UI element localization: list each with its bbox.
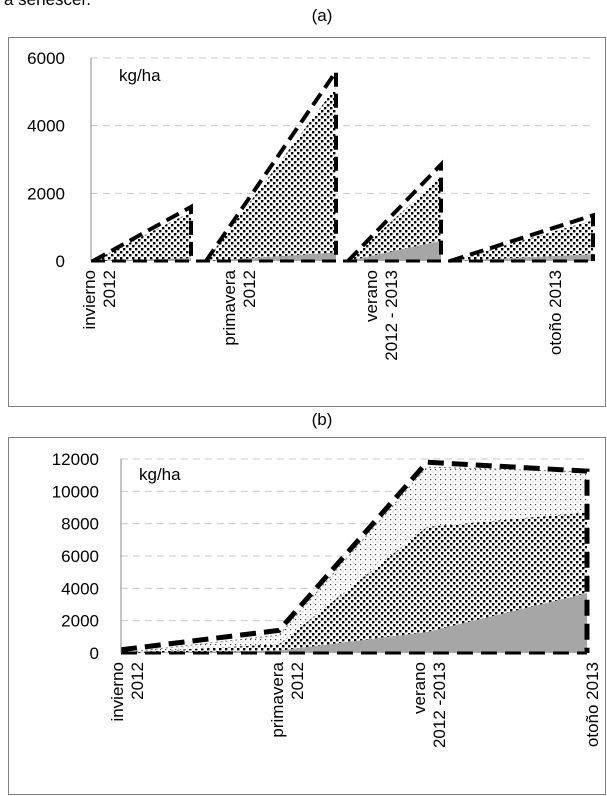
panel-label-b: (b) <box>311 410 333 429</box>
chart-b-ytick-label: 2000 <box>61 612 99 631</box>
chart-a-category-label-3-line-1: verano <box>362 270 381 322</box>
chart-b-category-label-3-line-1: verano <box>410 662 429 714</box>
chart-a-inner-area <box>93 211 191 261</box>
chart-b-frame: 0 2000 4000 6000 8000 10000 12000 kg/ha invierno… <box>8 437 606 795</box>
chart-b-ytick-label: 4000 <box>61 579 99 598</box>
chart-b-ytick-label: 12000 <box>52 450 99 469</box>
chart-a-ytick-label: 6000 <box>27 49 65 68</box>
page-caption-fragment: a senescer. <box>4 0 91 10</box>
chart-b-category-label-4: otoño 2013 <box>583 662 602 747</box>
chart-a-category-label-2-line-1: primavera <box>220 269 239 345</box>
chart-a-category-label-2-line-2: 2012 <box>240 270 259 308</box>
chart-b-ytick-label: 10000 <box>52 482 99 501</box>
chart-b-ytick-label: 0 <box>90 644 99 663</box>
chart-a-total-line <box>346 159 443 263</box>
chart-a-ytick-label: 2000 <box>27 184 65 203</box>
chart-a-ytick-label: 4000 <box>27 117 65 136</box>
chart-a-category-label-1-line-2: 2012 <box>100 270 119 308</box>
chart-a-category-label-4: otoño 2013 <box>546 270 565 355</box>
chart-b-category-label-1-line-1: invierno <box>108 662 127 722</box>
chart-a-inner-area <box>348 176 441 261</box>
chart-b-category-label-2-line-2: 2012 <box>288 662 307 700</box>
chart-a-category-label-3-line-2: 2012 - 2013 <box>382 270 401 361</box>
panel-label-a: (a) <box>311 6 333 25</box>
chart-a-segment-3 <box>346 159 443 263</box>
chart-b-category-label-3-line-2: 2012 -2013 <box>430 662 449 748</box>
chart-b-category-label-3: verano 2012 -2013 <box>410 662 449 748</box>
chart-b-unit-label: kg/ha <box>139 465 181 484</box>
chart-a-category-label-2: primavera 2012 <box>220 269 259 345</box>
chart-a-unit-label: kg/ha <box>119 66 161 85</box>
chart-a-segment-4 <box>449 212 595 263</box>
chart-a-category-label-4-line-1: otoño 2013 <box>546 270 565 355</box>
chart-a-category-label-1: invierno 2012 <box>80 270 119 330</box>
chart-a-category-label-1-line-1: invierno <box>80 270 99 330</box>
chart-a-segment-2 <box>204 65 338 263</box>
chart-a-total-line <box>92 203 193 263</box>
chart-b-series-3-edge <box>120 466 588 654</box>
chart-a-total-line <box>449 212 595 263</box>
chart-a-ytick-label: 0 <box>56 252 65 271</box>
chart-b-category-label-2: primavera 2012 <box>268 661 307 737</box>
chart-a-inner-area <box>450 220 593 261</box>
chart-a-base-area <box>348 240 441 261</box>
chart-a-total-line <box>204 65 338 263</box>
chart-b-category-label-1: invierno 2012 <box>108 662 147 722</box>
chart-a-inner-area <box>206 86 336 261</box>
chart-b-category-label-1-line-2: 2012 <box>128 662 147 700</box>
chart-b-ytick-label: 6000 <box>61 547 99 566</box>
chart-b-series-2-area <box>121 512 587 653</box>
chart-b-ytick-label: 8000 <box>61 515 99 534</box>
chart-b: 0 2000 4000 6000 8000 10000 12000 kg/ha invierno… <box>52 450 602 748</box>
chart-b-category-label-4-line-1: otoño 2013 <box>583 662 602 747</box>
chart-a-frame: 0 2000 4000 6000 kg/ha invierno 2012 primavera 2… <box>8 37 606 407</box>
chart-a-category-label-3: verano 2012 - 2013 <box>362 270 401 361</box>
chart-a-segment-1 <box>92 203 193 263</box>
chart-a-base-area <box>450 254 593 261</box>
chart-b-category-label-2-line-1: primavera <box>268 661 287 737</box>
chart-b-total-line <box>120 459 590 653</box>
chart-b-series-1-area <box>121 593 587 653</box>
